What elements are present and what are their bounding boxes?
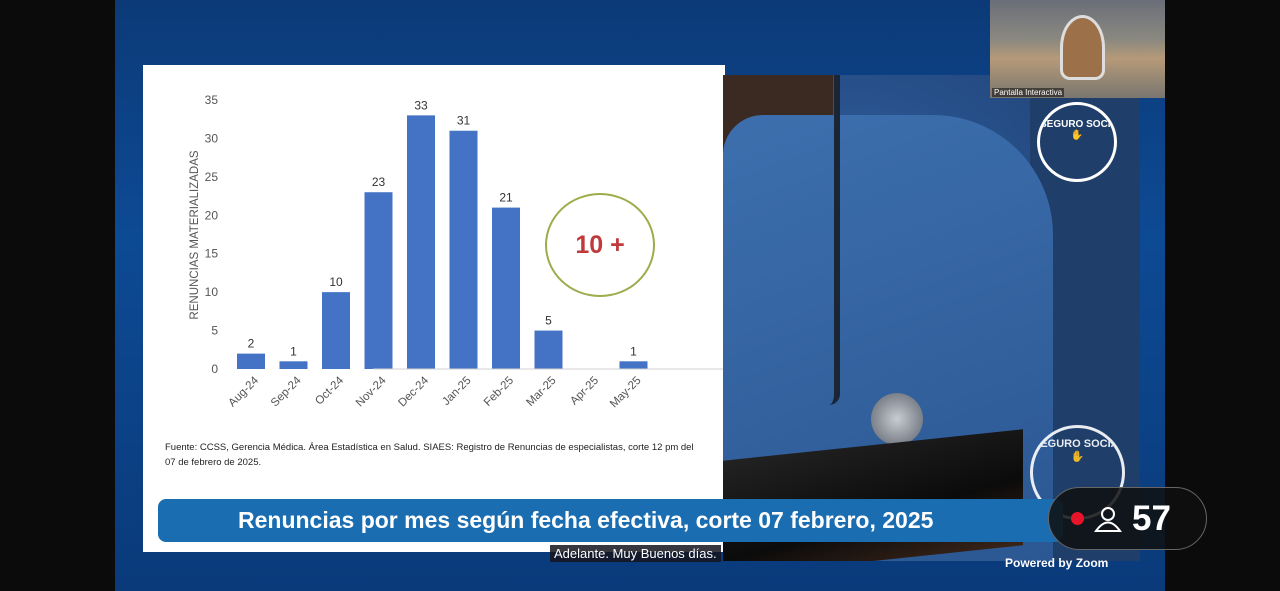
recording-dot-icon: [1071, 512, 1084, 525]
data-label: 1: [290, 344, 297, 358]
data-label: 33: [414, 98, 428, 112]
x-tick-label: Dec-24: [396, 374, 431, 409]
bar: [492, 207, 520, 369]
data-label: 31: [457, 114, 471, 128]
data-label: 2: [248, 337, 255, 351]
thumbnail-label: Pantalla Interactiva: [992, 88, 1065, 97]
seguro-social-logo: SEGURO SOCIAL ✋: [1037, 102, 1117, 182]
participants-indicator[interactable]: 57: [1048, 487, 1207, 550]
bar: [534, 330, 563, 369]
bar: [237, 353, 265, 369]
bar: [407, 115, 435, 369]
y-tick-label: 30: [205, 131, 219, 145]
y-tick-label: 0: [211, 362, 218, 376]
bar: [619, 361, 648, 369]
x-tick-label: Nov-24: [354, 374, 389, 409]
x-tick-label: Oct-24: [313, 374, 346, 407]
y-tick-label: 35: [205, 93, 219, 107]
y-tick-label: 15: [205, 247, 219, 261]
x-tick-label: Mar-25: [524, 375, 558, 409]
data-label: 5: [545, 314, 552, 328]
participant-video-thumbnail[interactable]: Pantalla Interactiva: [990, 0, 1165, 98]
y-axis-label: RENUNCIAS MATERIALIZADAS: [189, 150, 201, 319]
x-tick-label: Sep-24: [269, 374, 304, 409]
source-note: Fuente: CCSS, Gerencia Médica. Área Esta…: [165, 442, 694, 468]
slide-title-banner: Renuncias por mes según fecha efectiva, …: [158, 499, 1063, 542]
x-tick-label: Jan-25: [440, 375, 473, 408]
bar: [364, 192, 393, 369]
participant-count: 57: [1132, 498, 1171, 538]
annotation-text: 10 +: [575, 230, 625, 259]
annotation-circle: 10 +: [545, 193, 655, 297]
y-tick-label: 10: [205, 285, 219, 299]
person-icon: [1094, 506, 1122, 532]
x-tick-label: May-25: [608, 375, 644, 411]
bar: [322, 292, 350, 369]
bar: [279, 361, 308, 369]
y-tick-label: 25: [205, 170, 219, 184]
x-tick-label: Aug-24: [226, 374, 261, 409]
y-tick-label: 5: [211, 324, 218, 338]
data-label: 23: [372, 175, 386, 189]
data-label: 1: [630, 344, 637, 358]
bar: [449, 130, 478, 369]
x-tick-label: Apr-25: [568, 375, 601, 408]
data-label: 21: [499, 191, 513, 205]
live-caption: Adelante. Muy Buenos días.: [550, 545, 721, 562]
powered-by-zoom: Powered by Zoom: [1005, 556, 1109, 570]
y-tick-label: 20: [205, 208, 219, 222]
data-label: 10: [329, 275, 343, 289]
x-tick-label: Feb-25: [482, 375, 516, 409]
